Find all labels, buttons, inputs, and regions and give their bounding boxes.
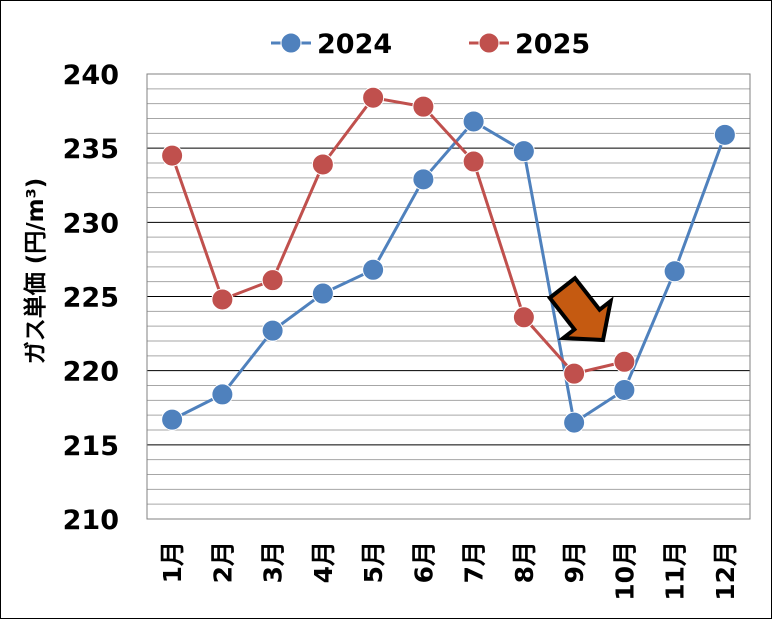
legend-marker [478,32,500,54]
y-tick-label: 215 [63,431,119,462]
y-axis-title: ガス単価 (円/m³) [22,178,49,364]
x-tick-label: 10月 [610,541,639,601]
data-point-2024 [613,378,636,401]
legend-item-2025: 2025 [469,29,590,60]
data-point-2024 [211,383,234,406]
y-tick-label: 225 [63,283,119,314]
data-point-2025 [161,144,184,167]
data-point-2024 [512,140,535,163]
x-tick-label: 2月 [208,541,237,583]
legend-marker [280,32,302,54]
data-point-2025 [613,350,636,373]
x-tick-label: 1月 [158,541,187,583]
data-point-2025 [362,86,385,109]
data-point-2024 [462,110,485,133]
legend-label: 2025 [515,29,590,60]
x-tick-label: 8月 [510,541,539,583]
data-point-2025 [311,153,334,176]
legend-item-2024: 2024 [271,29,392,60]
data-point-2025 [462,150,485,173]
x-tick-label: 11月 [661,541,690,601]
plot-area [146,73,751,520]
x-tick-label: 4月 [309,541,338,583]
series-line-2025 [170,96,625,376]
x-axis-tick-labels: 1月 2月 3月 4月 5月 6月 7月 8月 9月 10月 11月 12月 [158,541,740,601]
series-line-2024 [171,119,727,425]
x-tick-label: 5月 [359,541,388,583]
series-layer [161,86,736,434]
data-point-2024 [161,408,184,431]
x-tick-label: 6月 [409,541,438,583]
data-point-2024 [362,258,385,281]
legend-label: 2024 [317,29,392,60]
y-tick-label: 240 [63,60,119,91]
x-tick-label: 12月 [711,541,740,601]
series-2024 [161,110,736,434]
series-2025 [161,86,636,385]
data-point-2024 [663,260,686,283]
data-point-2024 [311,282,334,305]
data-point-2025 [412,95,435,118]
legend: 2024 2025 [271,29,590,60]
data-point-2024 [563,411,586,434]
x-tick-label: 9月 [560,541,589,583]
y-tick-label: 235 [63,134,119,165]
data-point-2025 [261,269,284,292]
arrow-annotation [546,275,614,343]
data-point-2025 [512,306,535,329]
data-point-2024 [412,168,435,191]
data-point-2025 [211,288,234,311]
y-tick-label: 210 [63,505,119,536]
data-point-2025 [563,362,586,385]
y-axis-tick-labels: 210 215 220 225 230 235 240 [63,60,119,536]
x-tick-label: 7月 [460,541,489,583]
data-point-2024 [713,123,736,146]
y-tick-label: 230 [63,208,119,239]
data-point-2024 [261,319,284,342]
x-tick-label: 3月 [259,541,288,583]
minor-gridlines [147,88,750,505]
annotation-layer [546,275,614,343]
y-tick-label: 220 [63,357,119,388]
